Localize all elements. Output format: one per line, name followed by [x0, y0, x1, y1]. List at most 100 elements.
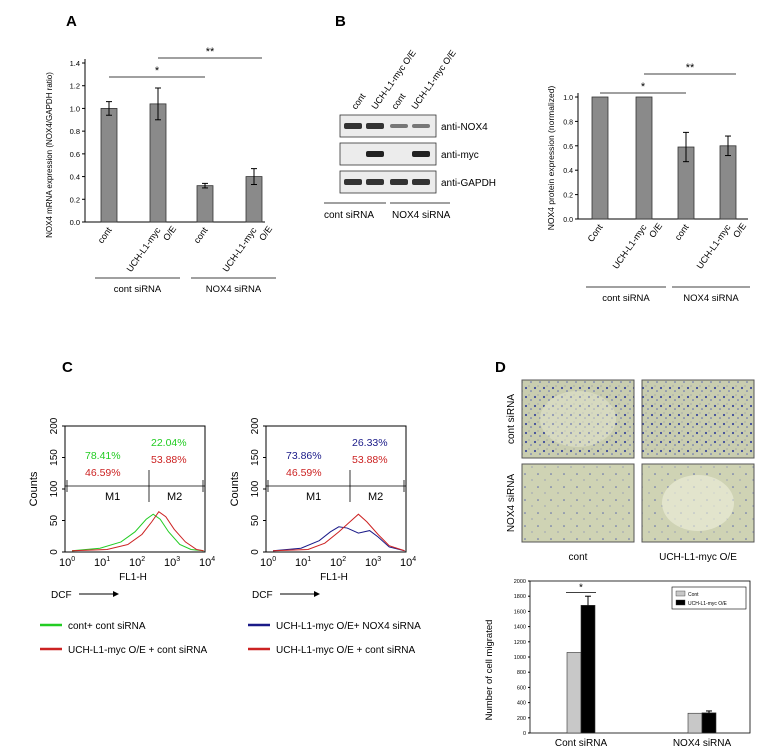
- x-tick-label: 102: [330, 556, 346, 569]
- pct-m2: 22.04%: [151, 437, 187, 449]
- x-tick-label: UCH-L1-mycO/E: [695, 214, 749, 277]
- legend-label: Cont: [688, 592, 699, 598]
- y-tick-label: 0.8: [563, 119, 573, 126]
- y-tick-label: 1.0: [70, 104, 80, 113]
- group-label: NOX4 siRNA: [683, 293, 739, 304]
- flow-legend: cont+ cont siRNA UCH-L1-myc O/E + cont s…: [40, 621, 421, 656]
- micrograph-cont-nox4sirna: [521, 463, 635, 543]
- y-tick-label: 400: [517, 701, 526, 707]
- group-label: NOX4 siRNA: [206, 284, 262, 295]
- y-tick-label: 200: [517, 716, 526, 722]
- y-tick-label: 100: [250, 480, 261, 497]
- x-tick-label: UCH-L1-mycO/E: [611, 214, 665, 277]
- y-tick-label: 50: [250, 515, 261, 527]
- y-tick-label: 1.2: [70, 82, 80, 91]
- blot-band: [390, 179, 408, 185]
- blot-band-label: anti-NOX4: [441, 122, 488, 133]
- y-tick-label: 150: [250, 449, 261, 466]
- blot-band: [412, 179, 430, 185]
- blot-group-label: NOX4 siRNA: [392, 210, 451, 221]
- blot-lane-label: UCH-L1-myc O/E: [409, 48, 457, 111]
- y-tick-label: 0: [49, 549, 60, 555]
- flow-histogram: [272, 513, 405, 552]
- chart-a-ylabel: NOX4 mRNA expression (NOX4/GAPDH ratio): [45, 72, 54, 238]
- micro-col-label: UCH-L1-myc O/E: [659, 552, 737, 563]
- chart-d-ylabel: Number of cell migrated: [484, 620, 495, 721]
- dcf-label: DCF: [51, 590, 72, 601]
- x-tick-label: 103: [365, 556, 381, 569]
- x-tick-label: 100: [59, 556, 75, 569]
- bar: [566, 652, 582, 734]
- x-tick-label: 100: [260, 556, 276, 569]
- flow-histogram: [71, 513, 204, 552]
- flow-left: 0 50 100 150 200 100 101 102 103 104 FL1-H Counts DC…: [28, 417, 215, 601]
- y-tick-label: 1.4: [70, 59, 80, 68]
- chart-a-plot: 0.0 0.2 0.4 0.6 0.8 1.0 1.2 1.4 cont UCH-L1-mycO/…: [70, 46, 276, 295]
- y-tick-label: 0.6: [70, 150, 80, 159]
- flow-histogram: [272, 526, 405, 552]
- y-tick-label: 1600: [514, 609, 526, 615]
- x-tick-label: UCH-L1-mycO/E: [125, 217, 179, 280]
- y-tick-label: 800: [517, 670, 526, 676]
- bar: [635, 96, 653, 220]
- micro-row-label: NOX4 siRNA: [506, 474, 517, 533]
- flow-legend-item: cont+ cont siRNA: [68, 621, 146, 632]
- panel-label-c: C: [62, 359, 73, 376]
- x-tick-label: cont: [192, 225, 210, 245]
- x-tick-label: Cont: [586, 222, 605, 244]
- pct-m2: 53.88%: [352, 454, 388, 466]
- sig-marker: *: [641, 81, 646, 93]
- panel-label-d: D: [495, 359, 506, 376]
- legend-box: [671, 586, 747, 610]
- y-tick-label: 1200: [514, 640, 526, 646]
- gate-label: M1: [105, 491, 120, 503]
- legend-swatch: [675, 599, 686, 606]
- group-label: cont siRNA: [114, 284, 162, 295]
- y-tick-label: 0.4: [70, 173, 80, 182]
- y-tick-label: 100: [49, 480, 60, 497]
- gate-label: M1: [306, 491, 321, 503]
- pct-m1: 73.86%: [286, 450, 322, 462]
- x-tick-label: cont: [96, 225, 114, 245]
- gate-label: M2: [167, 491, 182, 503]
- blot-group-label: cont siRNA: [324, 210, 374, 221]
- panel-label-b: B: [335, 13, 346, 30]
- bar: [100, 108, 118, 223]
- blot-band: [366, 123, 384, 129]
- y-tick-label: 0.6: [563, 144, 573, 151]
- legend-swatch: [675, 590, 686, 597]
- y-tick-label: 1400: [514, 625, 526, 631]
- panel-a: A 0.0 0.2 0.4 0.6 0.8 1.0 1.2 1.4 cont UCH-L1-myc…: [45, 13, 276, 295]
- flow-histogram: [71, 510, 204, 552]
- flow-ylabel: Counts: [28, 471, 40, 506]
- x-tick-label: Cont siRNA: [555, 738, 608, 749]
- micro-row-label: cont siRNA: [506, 394, 517, 444]
- flow-right: 0 50 100 150 200 100 101 102 103 104 FL1-H Counts DC…: [229, 417, 416, 601]
- legend-label: UCH-L1-myc O/E: [688, 601, 728, 607]
- pct-m2: 53.88%: [151, 454, 187, 466]
- bar: [591, 96, 609, 220]
- sig-marker: *: [155, 65, 160, 77]
- pct-m2: 26.33%: [352, 437, 388, 449]
- x-tick-label: 104: [400, 556, 416, 569]
- bar: [580, 605, 596, 734]
- blot-band: [344, 123, 362, 129]
- x-tick-label: 104: [199, 556, 215, 569]
- bar: [719, 145, 737, 220]
- pct-m1: 46.59%: [85, 467, 121, 479]
- chart-d-plot: 0 200 400 600 800 1000 1200 1400 1600 1800 2000 Con…: [514, 579, 751, 749]
- y-tick-label: 0: [523, 731, 526, 737]
- x-tick-label: 102: [129, 556, 145, 569]
- y-tick-label: 1.0: [563, 95, 573, 102]
- blot-band: [412, 151, 430, 157]
- group-label: cont siRNA: [602, 293, 650, 304]
- blot-strip-nox4: [339, 114, 437, 138]
- x-tick-label: cont: [673, 222, 691, 242]
- dcf-arrowhead: [314, 591, 320, 597]
- bar: [687, 712, 703, 734]
- y-tick-label: 1800: [514, 594, 526, 600]
- bar: [196, 185, 214, 223]
- western-blot: cont UCH-L1-myc O/E cont UCH-L1-myc O/E …: [324, 48, 496, 221]
- panel-b: B cont UCH-L1-myc O/E cont UCH-L1-myc O/…: [324, 13, 750, 304]
